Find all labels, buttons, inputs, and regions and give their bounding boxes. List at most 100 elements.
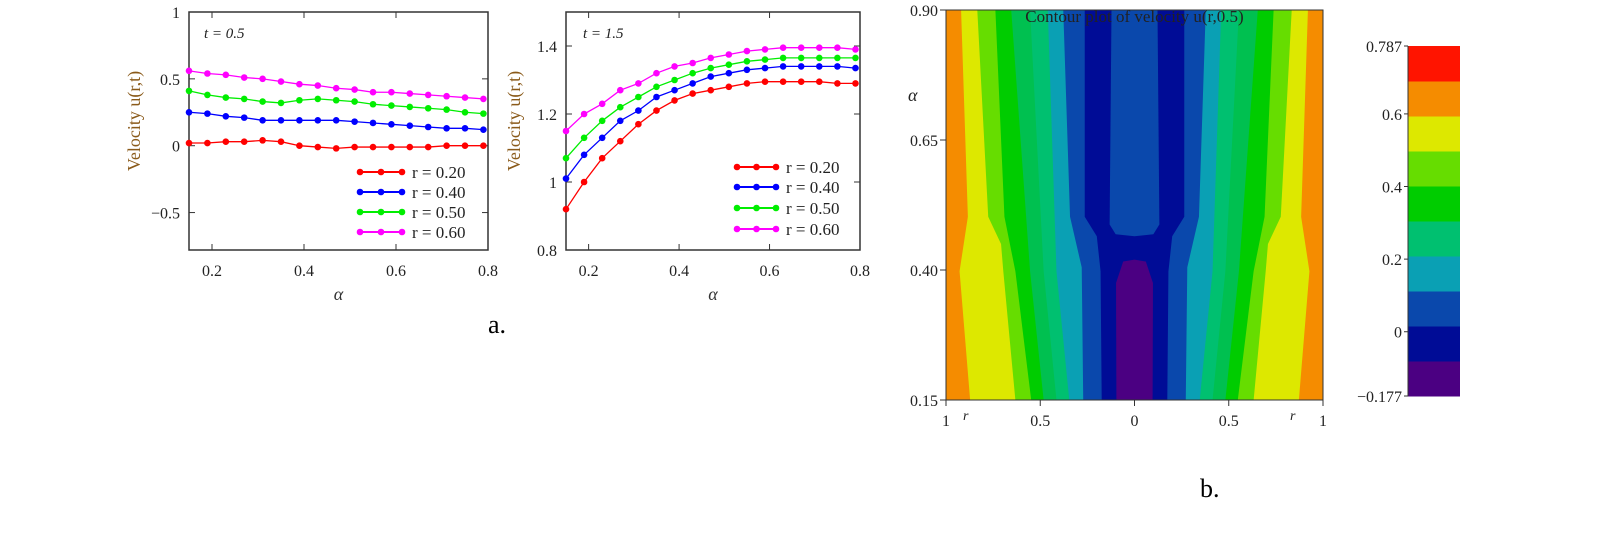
data-point (424, 91, 432, 99)
legend-marker (377, 228, 385, 236)
x-tick-label: 0.5 (1030, 413, 1050, 430)
data-point (689, 59, 696, 67)
data-point (480, 142, 487, 150)
data-point (277, 99, 285, 107)
colorbar-band (1408, 46, 1460, 82)
data-point (852, 64, 859, 72)
legend-marker (753, 204, 760, 212)
data-point (424, 123, 432, 131)
data-point (461, 142, 469, 150)
y-tick-label: −0.5 (151, 206, 180, 223)
data-point (480, 110, 487, 117)
data-point (761, 56, 769, 63)
legend-label: r = 0.40 (786, 178, 840, 197)
y-tick-label: 0.8 (537, 243, 557, 260)
x-tick-label: 1 (942, 413, 950, 430)
legend-label: r = 0.60 (786, 220, 840, 239)
data-point (671, 97, 678, 104)
legend-marker (398, 208, 406, 216)
data-point (852, 54, 859, 62)
legend-marker (377, 188, 385, 196)
data-point (240, 95, 248, 103)
data-point (406, 90, 414, 97)
data-point (743, 58, 751, 65)
data-point (562, 127, 570, 135)
y-tick-label: 0 (172, 139, 180, 156)
data-point (653, 69, 660, 77)
legend-label: r = 0.60 (412, 223, 466, 242)
data-point (815, 78, 823, 85)
data-point (779, 63, 787, 70)
data-point (743, 47, 751, 55)
data-point (406, 122, 414, 129)
contour-center-upper (1109, 10, 1160, 237)
colorbar-band (1408, 361, 1460, 397)
y-axis-label: α (908, 85, 918, 105)
data-point (369, 100, 377, 108)
data-point (369, 143, 377, 151)
legend-marker (753, 225, 760, 233)
x-tick-label: 0.8 (478, 263, 498, 280)
legend-marker (356, 208, 364, 216)
data-point (204, 91, 211, 99)
y-tick-label: 1.2 (537, 107, 557, 124)
data-point (480, 126, 487, 133)
legend-marker (377, 208, 385, 216)
legend-marker (398, 188, 406, 196)
data-point (388, 102, 395, 109)
legend-marker (772, 183, 780, 191)
data-point (743, 66, 751, 74)
data-point (369, 88, 377, 96)
x-tick-label: 0.2 (202, 263, 222, 280)
legend-marker (398, 168, 406, 176)
data-point (388, 88, 395, 96)
data-point (296, 117, 303, 124)
panel-label-b: b. (1200, 474, 1220, 503)
data-point (424, 143, 432, 151)
data-point (707, 86, 715, 94)
data-point (240, 138, 248, 145)
x-axis-label: α (708, 284, 718, 304)
series-line-4 (188, 70, 484, 100)
data-point (277, 78, 285, 85)
data-point (616, 103, 624, 111)
data-point (580, 151, 588, 159)
data-point (616, 86, 624, 94)
data-point (580, 110, 588, 118)
data-point (725, 69, 733, 77)
x-axis-label: r (963, 409, 969, 424)
data-point (443, 142, 450, 150)
time-annotation: t = 1.5 (583, 26, 624, 42)
data-point (351, 143, 358, 151)
data-point (332, 145, 340, 152)
legend-marker (356, 228, 364, 236)
data-point (689, 80, 696, 87)
data-point (369, 119, 377, 127)
data-point (461, 94, 469, 101)
data-point (598, 100, 606, 108)
legend-marker (398, 228, 406, 236)
data-point (598, 117, 606, 125)
legend-marker (733, 183, 741, 191)
data-point (815, 44, 823, 51)
data-point (834, 80, 841, 87)
data-point (779, 78, 787, 85)
data-point (204, 139, 211, 147)
data-point (185, 139, 193, 147)
data-point (461, 125, 469, 132)
data-point (240, 74, 248, 81)
data-point (707, 73, 715, 80)
contour-band-red-left (946, 10, 971, 400)
data-point (653, 107, 660, 114)
legend-marker (772, 204, 780, 212)
data-point (725, 51, 733, 58)
data-point (834, 54, 841, 62)
data-point (707, 64, 715, 72)
y-tick-label: 0.15 (910, 393, 938, 410)
contour-band-red-right (1298, 10, 1323, 400)
x-tick-label: 0.5 (1219, 413, 1239, 430)
legend-label: r = 0.20 (786, 158, 840, 177)
x-axis-label: r (1290, 409, 1296, 424)
data-point (259, 117, 266, 124)
data-point (314, 117, 322, 124)
